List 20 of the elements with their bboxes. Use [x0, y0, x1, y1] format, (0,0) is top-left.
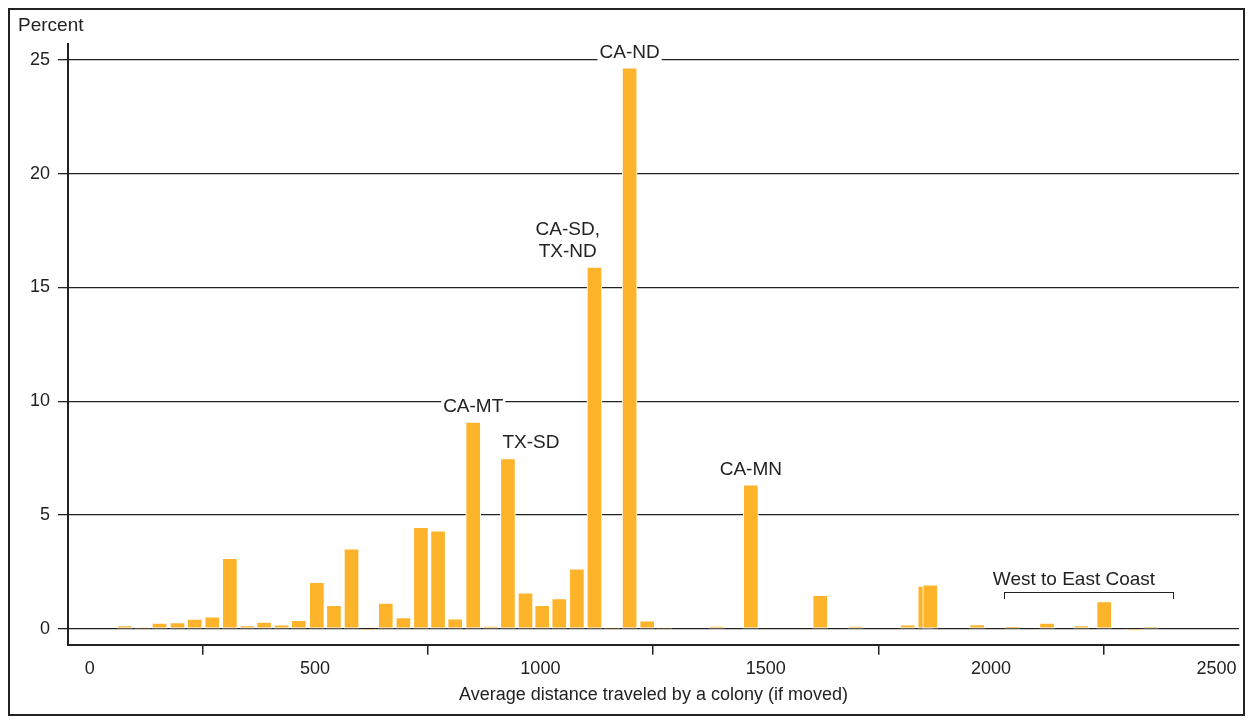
annotation: TX-SD [502, 431, 560, 453]
y-tick-label: 25 [29, 48, 51, 69]
y-tick-label: 20 [29, 162, 51, 183]
annotation: CA-MT [443, 394, 504, 416]
y-tick-label: 15 [29, 276, 51, 297]
y-tick-label: 5 [40, 504, 51, 525]
x-tick-label: 0 [84, 657, 95, 678]
x-tick-label: 1000 [520, 657, 561, 678]
x-tick-label: 500 [299, 657, 331, 678]
annotation: West to East Coast [992, 568, 1156, 589]
annotation: CA-ND [599, 40, 660, 62]
x-tick-label: 1500 [745, 657, 786, 678]
annotation: CA-SD, TX-ND [535, 217, 600, 261]
x-tick-label: 2500 [1196, 657, 1237, 678]
x-axis-title: Average distance traveled by a colony (if moved) [459, 684, 848, 705]
annotation: CA-MN [719, 457, 783, 479]
y-tick-label: 10 [29, 390, 51, 411]
x-tick-label: 2000 [971, 657, 1012, 678]
y-tick-label: 0 [40, 617, 51, 638]
y-axis-title: Percent [18, 13, 85, 35]
